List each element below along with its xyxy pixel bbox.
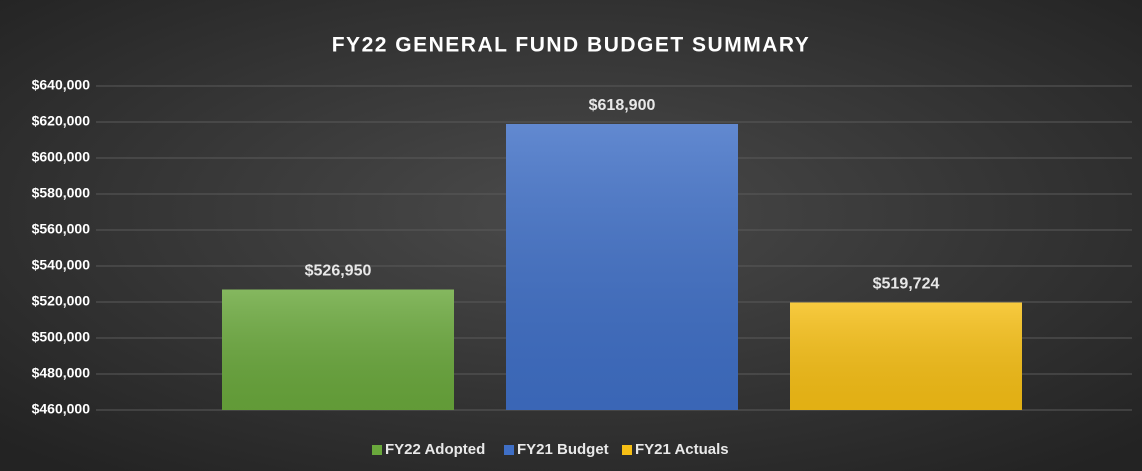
bar-shading: [790, 302, 1022, 410]
y-tick-label: $580,000: [32, 185, 91, 201]
y-tick-label: $560,000: [32, 221, 91, 237]
data-label: $526,950: [305, 263, 372, 280]
chart-title: FY22 GENERAL FUND BUDGET SUMMARY: [332, 34, 811, 57]
y-tick-label: $500,000: [32, 329, 91, 345]
legend-label: FY22 Adopted: [385, 441, 485, 458]
y-tick-label: $480,000: [32, 365, 91, 381]
bar-shading: [506, 123, 738, 410]
y-tick-label: $540,000: [32, 257, 91, 273]
y-tick-label: $460,000: [32, 401, 91, 417]
data-label: $519,724: [873, 276, 940, 293]
y-tick-label: $520,000: [32, 293, 91, 309]
legend-label: FY21 Budget: [517, 441, 609, 458]
legend-swatch: [504, 445, 514, 455]
legend-swatch: [372, 445, 382, 455]
y-tick-label: $620,000: [32, 113, 91, 129]
y-tick-label: $640,000: [32, 77, 91, 93]
legend-swatch: [622, 445, 632, 455]
y-tick-label: $600,000: [32, 149, 91, 165]
legend-label: FY21 Actuals: [635, 441, 729, 458]
data-label: $618,900: [589, 97, 656, 114]
bar-shading: [222, 289, 454, 410]
